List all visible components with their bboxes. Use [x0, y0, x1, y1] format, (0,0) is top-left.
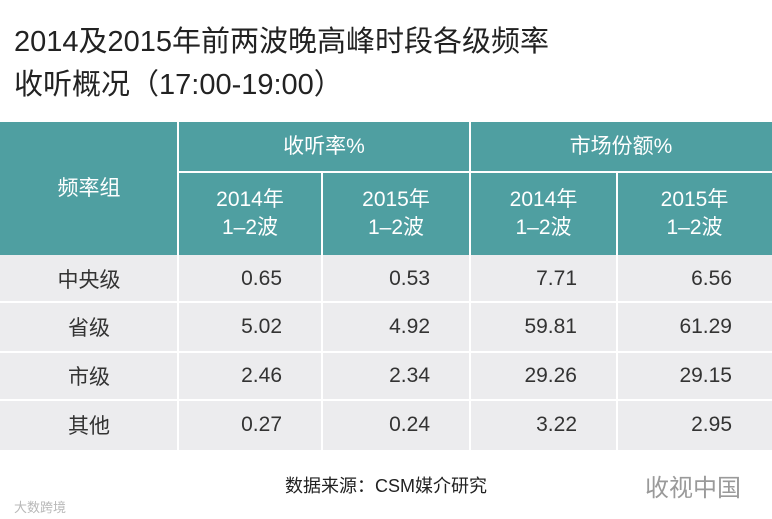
header-text: 2015年	[362, 187, 430, 211]
separator	[0, 399, 772, 401]
separator	[177, 122, 179, 450]
header-text: 2014年	[509, 187, 578, 211]
data-cell: 7.71	[470, 255, 617, 302]
header-cell: 2015年 1–2波	[617, 172, 772, 255]
data-cell: 0.53	[322, 255, 470, 302]
separator	[0, 351, 772, 353]
data-cell: 29.26	[470, 352, 617, 400]
data-cell: 6.56	[617, 255, 772, 302]
header-text: 1–2波	[367, 215, 425, 239]
row-label: 省级	[0, 302, 178, 352]
header-cell: 收听率%	[178, 122, 470, 172]
separator	[178, 171, 772, 173]
header-text: 1–2波	[515, 215, 572, 239]
row-label: 其他	[0, 400, 178, 450]
data-cell: 2.95	[617, 400, 772, 450]
title: 收听概况（17:00-19:00）	[14, 69, 343, 101]
header-text: 2015年	[660, 187, 729, 211]
separator	[469, 122, 471, 450]
header-cell: 2014年 1–2波	[470, 172, 617, 255]
data-cell: 3.22	[470, 400, 617, 450]
data-cell: 0.27	[178, 400, 322, 450]
header-text: 1–2波	[221, 215, 279, 239]
data-cell: 0.24	[322, 400, 470, 450]
row-label: 中央级	[0, 255, 178, 302]
data-cell: 59.81	[470, 302, 617, 352]
data-cell: 29.15	[617, 352, 772, 400]
separator	[0, 301, 772, 303]
header-cell: 2015年 1–2波	[322, 172, 470, 255]
watermark: 收视中国	[645, 475, 741, 502]
separator	[321, 172, 323, 450]
header-cell: 市场份额%	[470, 122, 772, 172]
data-cell: 61.29	[617, 302, 772, 352]
row-label: 市级	[0, 352, 178, 400]
data-cell: 2.34	[322, 352, 470, 400]
watermark: 大数跨境	[14, 500, 67, 515]
separator	[616, 172, 618, 450]
header-text: 1–2波	[666, 215, 723, 239]
header-cell: 频率组	[0, 122, 178, 255]
header-text: 2014年	[216, 187, 284, 211]
data-cell: 4.92	[322, 302, 470, 352]
data-cell: 2.46	[178, 352, 322, 400]
title: 2014及2015年前两波晚高峰时段各级频率	[14, 26, 550, 58]
data-cell: 0.65	[178, 255, 322, 302]
source: 数据来源：CSM媒介研究	[285, 476, 487, 496]
header-cell: 2014年 1–2波	[178, 172, 322, 255]
data-cell: 5.02	[178, 302, 322, 352]
